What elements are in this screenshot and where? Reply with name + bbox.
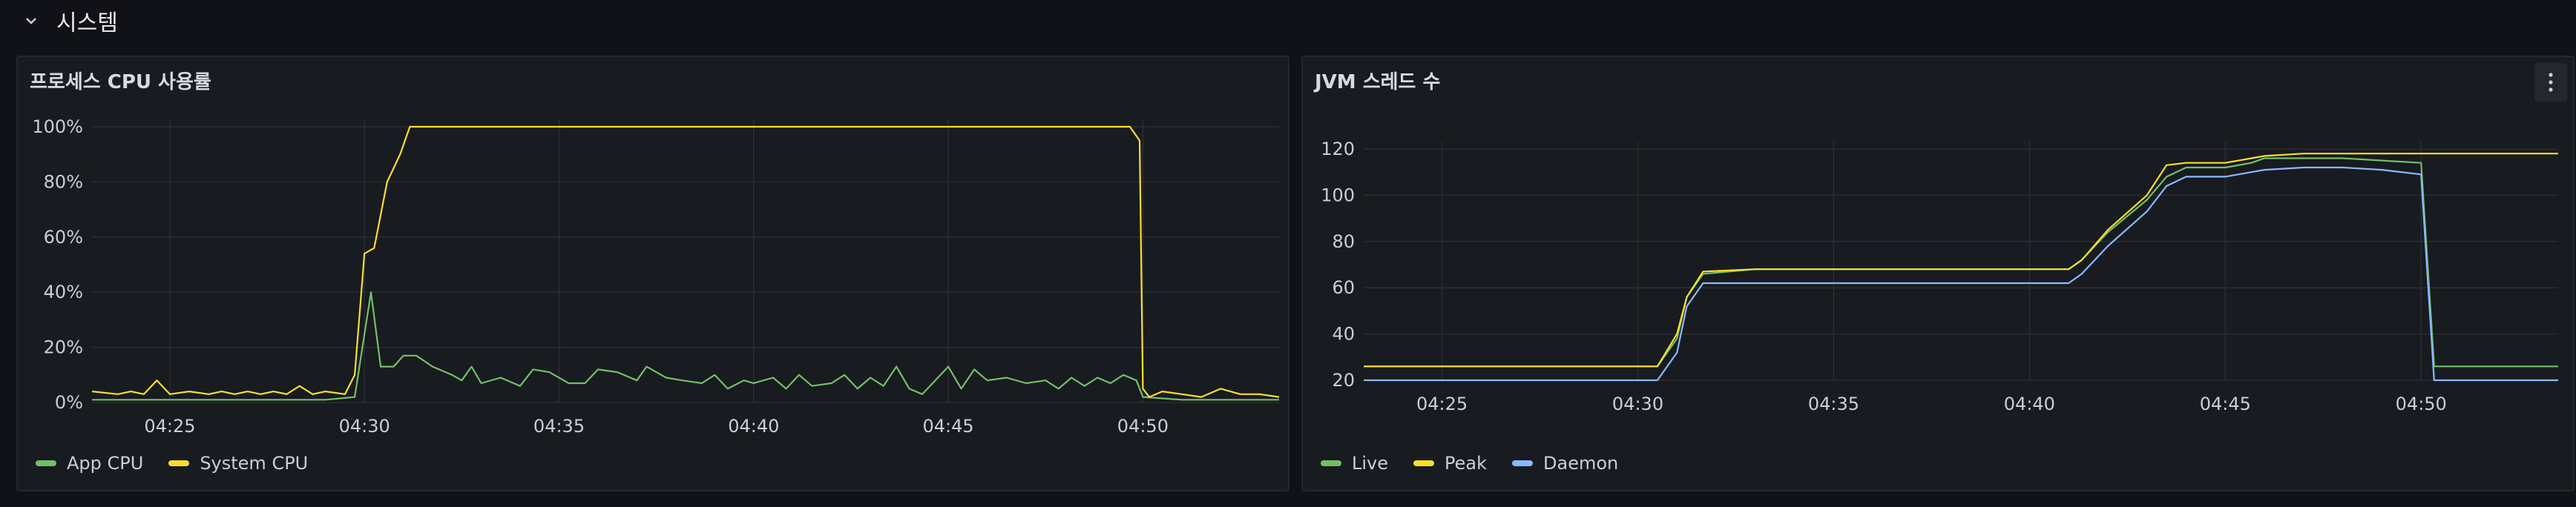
- x-tick-label: 04:30: [339, 416, 390, 437]
- legend-label: Daemon: [1543, 453, 1619, 474]
- legend: App CPU System CPU: [36, 451, 308, 475]
- series-line-peak: [1364, 153, 2558, 368]
- legend: Live Peak Daemon: [1321, 451, 1618, 475]
- legend-label: Peak: [1445, 453, 1488, 474]
- series-line-system-cpu: [91, 125, 1280, 398]
- x-tick-label: 04:40: [728, 416, 779, 437]
- legend-item-peak[interactable]: Peak: [1413, 453, 1487, 474]
- series-line-live: [1364, 157, 2558, 368]
- x-tick-label: 04:50: [2396, 394, 2447, 414]
- legend-swatch: [1512, 460, 1534, 466]
- y-tick-label: 0%: [55, 392, 83, 413]
- y-tick-label: 100%: [32, 116, 83, 137]
- legend-label: Live: [1352, 453, 1389, 474]
- jvm-threads-chart[interactable]: 20 40 60 80 100 120 04:25 04:30 04:35 04:40 04:45 0…: [1303, 57, 2573, 490]
- x-tick-label: 04:25: [144, 416, 195, 437]
- cpu-usage-chart[interactable]: 0% 20% 40% 60% 80% 100% 04:25 04:30 04:35 04:40 04…: [18, 57, 1288, 490]
- series-line-app-cpu: [92, 291, 1279, 401]
- panel-jvm-threads[interactable]: JVM 스레드 수 20 40 60 80 100 120 04:25 04:30 04:35 0…: [1301, 56, 2575, 491]
- panel-menu-button[interactable]: [2534, 63, 2567, 102]
- legend-item-system-cpu[interactable]: System CPU: [168, 453, 308, 474]
- legend-swatch: [168, 460, 190, 466]
- y-tick-label: 100: [1321, 185, 1355, 205]
- x-tick-label: 04:30: [1612, 394, 1663, 414]
- y-tick-label: 20%: [44, 337, 83, 358]
- legend-label: System CPU: [200, 453, 309, 474]
- y-tick-label: 80: [1332, 231, 1355, 252]
- y-tick-label: 20: [1332, 370, 1355, 391]
- legend-label: App CPU: [67, 453, 144, 474]
- legend-swatch: [1321, 460, 1341, 466]
- x-tick-label: 04:35: [533, 416, 585, 437]
- series-line-daemon: [1364, 166, 2558, 382]
- y-tick-label: 120: [1321, 139, 1355, 159]
- y-tick-label: 40%: [44, 282, 83, 302]
- x-tick-label: 04:35: [1808, 394, 1859, 414]
- panel-title: JVM 스레드 수: [1315, 71, 1441, 93]
- y-tick-label: 80%: [44, 171, 83, 192]
- panel-title: 프로세스 CPU 사용률: [30, 71, 211, 93]
- y-tick-label: 40: [1332, 324, 1355, 345]
- panel-process-cpu[interactable]: 프로세스 CPU 사용률 0% 20% 40% 60% 80% 100% 04:25 04:3…: [16, 56, 1289, 491]
- x-tick-label: 04:45: [2200, 394, 2251, 414]
- legend-item-daemon[interactable]: Daemon: [1512, 453, 1618, 474]
- x-tick-label: 04:50: [1117, 416, 1169, 437]
- y-tick-label: 60: [1332, 277, 1355, 298]
- row-title: 시스템: [56, 10, 118, 36]
- chevron-down-icon[interactable]: [22, 12, 40, 30]
- legend-swatch: [1413, 460, 1435, 466]
- x-tick-label: 04:40: [2004, 394, 2055, 414]
- row-header-system[interactable]: 시스템: [22, 0, 118, 42]
- x-tick-label: 04:45: [923, 416, 974, 437]
- legend-item-app-cpu[interactable]: App CPU: [36, 453, 143, 474]
- legend-item-live[interactable]: Live: [1321, 453, 1388, 474]
- more-vertical-icon: [2549, 73, 2553, 92]
- legend-swatch: [36, 460, 56, 466]
- y-tick-label: 60%: [44, 227, 83, 248]
- x-tick-label: 04:25: [1416, 394, 1468, 414]
